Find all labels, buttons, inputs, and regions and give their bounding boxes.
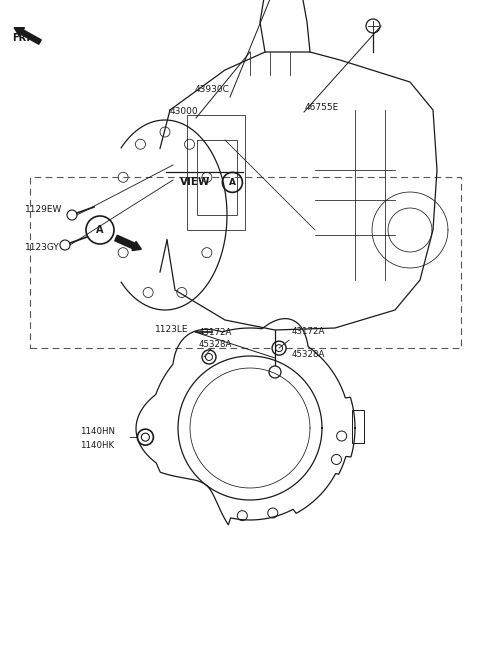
Circle shape <box>366 19 380 33</box>
Text: 1129EW: 1129EW <box>25 205 62 215</box>
Text: 45328A: 45328A <box>199 340 232 349</box>
Text: 43000: 43000 <box>170 108 199 117</box>
Text: 1140HK: 1140HK <box>80 441 115 449</box>
Text: FR.: FR. <box>12 33 30 43</box>
Circle shape <box>268 508 278 518</box>
FancyArrow shape <box>14 28 41 44</box>
Circle shape <box>272 341 286 355</box>
Circle shape <box>336 431 347 441</box>
Text: 45328A: 45328A <box>291 350 324 359</box>
Text: 43172A: 43172A <box>199 328 232 337</box>
Text: 1140HN: 1140HN <box>80 426 115 436</box>
Text: VIEW: VIEW <box>180 177 210 188</box>
FancyArrow shape <box>115 236 141 251</box>
Circle shape <box>67 210 77 220</box>
Text: 43930C: 43930C <box>195 85 230 94</box>
Text: 46755E: 46755E <box>305 104 339 112</box>
Text: 1123GY: 1123GY <box>25 243 60 253</box>
Circle shape <box>332 455 341 464</box>
Text: A: A <box>96 225 104 235</box>
Circle shape <box>269 366 281 378</box>
Bar <box>30 177 461 348</box>
Text: 1123LE: 1123LE <box>155 325 189 335</box>
Circle shape <box>202 350 216 364</box>
Text: A: A <box>229 178 236 187</box>
Text: 43172A: 43172A <box>291 327 324 336</box>
Circle shape <box>237 510 247 521</box>
Circle shape <box>137 429 154 445</box>
Circle shape <box>60 240 70 250</box>
